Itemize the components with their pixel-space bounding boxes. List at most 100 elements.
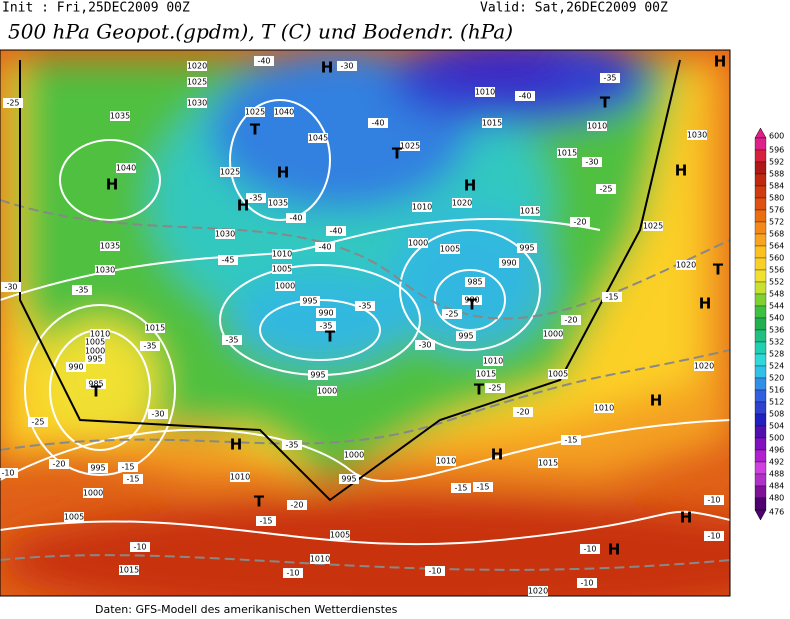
colorbar-bin — [754, 293, 767, 307]
isobar-label-bg — [408, 238, 428, 248]
temperature-label-bg — [337, 61, 357, 71]
isobar-label: 1030 — [687, 131, 707, 140]
temperature-label-bg — [704, 495, 724, 505]
temperature-label-bg — [246, 193, 266, 203]
temperature-label-bg — [72, 285, 92, 295]
temperature-label: -20 — [573, 218, 586, 227]
isobar-label: 1010 — [475, 88, 495, 97]
temperature-label: -10 — [580, 579, 593, 588]
isobar-label-bg — [275, 281, 295, 291]
isobar-label-bg — [272, 249, 292, 259]
temperature-label-bg — [0, 468, 18, 478]
colorbar-bin — [754, 425, 767, 439]
temperature-label: -10 — [707, 532, 720, 541]
isobar-label-bg — [316, 308, 336, 318]
temperature-label-bg — [287, 500, 307, 510]
isobar-label-bg — [440, 244, 460, 254]
temperature-label: -25 — [488, 384, 501, 393]
colorbar-bin — [754, 221, 767, 235]
isobar-label-bg — [100, 241, 120, 251]
temperature-label: -35 — [603, 74, 616, 83]
temperature-label: -15 — [126, 475, 139, 484]
temperature-label: -10 — [583, 545, 596, 554]
isobar-label: 1025 — [245, 108, 265, 117]
colorbar-bin — [754, 209, 767, 223]
isobar-label-bg — [145, 323, 165, 333]
init-time: Init : Fri,25DEC2009 00Z — [2, 1, 190, 16]
pressure-center: T — [467, 296, 478, 314]
colorbar-tick-label: 488 — [769, 470, 784, 479]
temperature-label: -10 — [707, 496, 720, 505]
isobar-label: 980 — [464, 296, 479, 305]
temperature-label: -10 — [428, 567, 441, 576]
isobar-label-bg — [594, 403, 614, 413]
colorbar-tick-label: 544 — [769, 302, 784, 311]
colorbar-bin — [754, 353, 767, 367]
colorbar-tick-label: 496 — [769, 446, 784, 455]
isobar-label: 1010 — [90, 330, 110, 339]
isobar-label-bg — [548, 369, 568, 379]
colorbar-tick-label: 536 — [769, 326, 784, 335]
temperature-label-bg — [148, 409, 168, 419]
height-552 — [19, 59, 681, 502]
temperature-label: -30 — [340, 62, 353, 71]
isobar-label-bg — [436, 456, 456, 466]
isobar-label: 1010 — [230, 473, 250, 482]
isobar-label: 1025 — [187, 78, 207, 87]
colorbar-tick-label: 560 — [769, 254, 784, 263]
pressure-center: T — [91, 383, 102, 401]
temperature-label-bg — [130, 542, 150, 552]
colorbar-tick-label: 500 — [769, 434, 784, 443]
pressure-center: H — [675, 162, 688, 180]
temperature-label: -35 — [249, 194, 262, 203]
isobar-label-bg — [412, 202, 432, 212]
temperature-label-bg — [254, 56, 274, 66]
isobar-label-bg — [456, 331, 476, 341]
isobar-label: 1035 — [100, 242, 120, 251]
temperature-label: -30 — [151, 410, 164, 419]
temperature-label: -20 — [52, 460, 65, 469]
colorbar-tick-label: 512 — [769, 398, 784, 407]
temperature-label: -35 — [75, 286, 88, 295]
colorbar-tick-label: 572 — [769, 218, 784, 227]
isobar-label-bg — [310, 554, 330, 564]
temperature-label-bg — [315, 242, 335, 252]
temperature-label-bg — [580, 544, 600, 554]
colorbar-tick-label: 580 — [769, 194, 784, 203]
isobar-label-bg — [66, 362, 86, 372]
temperature-label-bg — [355, 301, 375, 311]
pressure-center: T — [325, 328, 336, 346]
map-field — [0, 50, 730, 596]
isobar-label: 1015 — [557, 149, 577, 158]
colorbar-tick-label: 600 — [769, 132, 784, 141]
pressure-center: H — [714, 53, 727, 71]
isobar-label-bg — [557, 148, 577, 158]
pressure-center: H — [680, 509, 693, 527]
colorbar-bin — [754, 173, 767, 187]
isobar-label: 1020 — [187, 62, 207, 71]
isobar-label: 1020 — [676, 261, 696, 270]
isobar-label-bg — [517, 243, 537, 253]
isobar-label: 995 — [302, 297, 317, 306]
isobar-label-bg — [245, 107, 265, 117]
isobar-label: 1030 — [215, 230, 235, 239]
valid-time: Valid: Sat,26DEC2009 00Z — [480, 1, 668, 16]
colorbar-bin — [754, 401, 767, 415]
isobar-label: 985 — [88, 380, 103, 389]
temperature-label: -35 — [225, 336, 238, 345]
temperature-label: -40 — [329, 227, 342, 236]
temperature-label: -10 — [133, 543, 146, 552]
colorbar-tick-label: 484 — [769, 482, 784, 491]
isobar-label-bg — [308, 133, 328, 143]
isobar-label: 1020 — [452, 199, 472, 208]
temperature-label: -25 — [6, 99, 19, 108]
isobar-label: 1005 — [548, 370, 568, 379]
isobar-label-bg — [83, 488, 103, 498]
isobar-label-bg — [116, 163, 136, 173]
temperature-label: -40 — [318, 243, 331, 252]
isobar-label-bg — [85, 346, 105, 356]
temperature-label: -35 — [319, 322, 332, 331]
isobar-label-bg — [268, 198, 288, 208]
isobar-label: 1015 — [476, 370, 496, 379]
isobar-label-bg — [187, 61, 207, 71]
